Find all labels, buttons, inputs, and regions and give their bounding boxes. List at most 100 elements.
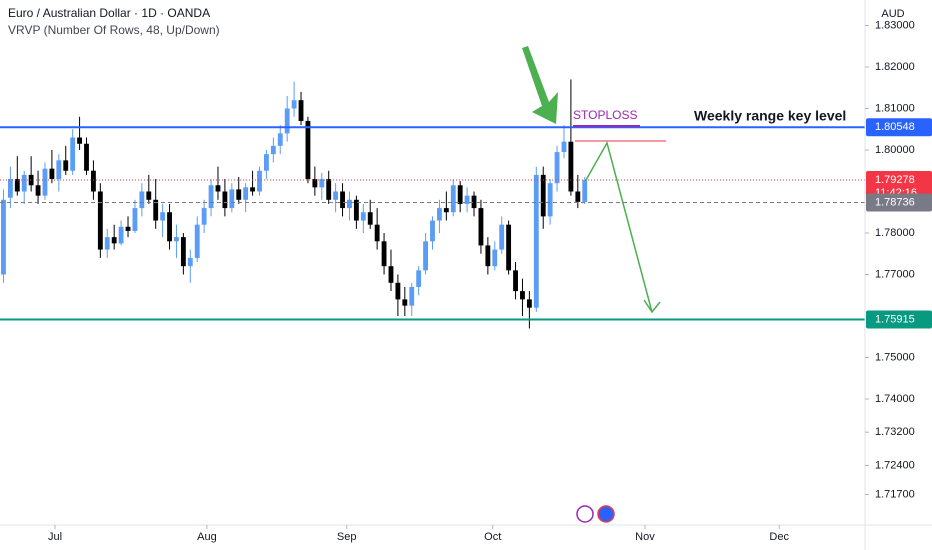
candle-body bbox=[374, 224, 380, 242]
candle-body bbox=[243, 187, 249, 200]
candle-body bbox=[305, 120, 311, 180]
candle-body bbox=[257, 170, 262, 192]
green-arrow-down bbox=[522, 46, 558, 124]
candle-body bbox=[298, 100, 304, 121]
candle-body bbox=[167, 212, 172, 242]
candle-body bbox=[513, 270, 518, 292]
candle-body bbox=[104, 237, 110, 250]
x-tick-label: Aug bbox=[197, 531, 217, 543]
candle-body bbox=[499, 224, 505, 250]
candle-body bbox=[222, 191, 228, 209]
candle-body bbox=[180, 237, 186, 267]
candle-body bbox=[215, 185, 221, 192]
candle-body bbox=[319, 179, 325, 188]
candle-body bbox=[77, 137, 83, 144]
y-tick-label: 1.77000 bbox=[875, 268, 915, 280]
candle-body bbox=[409, 286, 415, 306]
candle-body bbox=[485, 245, 491, 267]
candle-body bbox=[153, 199, 159, 221]
candle-body bbox=[236, 189, 242, 200]
candle-body bbox=[520, 291, 525, 300]
candle-body bbox=[506, 224, 512, 271]
candle-body bbox=[526, 299, 532, 308]
axes: 1.83000 1.82000 1.81000 1.80000 1.78000 1.770… bbox=[48, 19, 932, 543]
x-tick-label: Oct bbox=[484, 531, 501, 543]
candle-body bbox=[63, 160, 69, 171]
price-level-label: 1.75915 bbox=[875, 313, 915, 325]
price-level-badge bbox=[866, 118, 932, 137]
y-tick-label: 1.78000 bbox=[875, 227, 915, 239]
candle-body bbox=[533, 174, 539, 308]
price-level-label: 1.79278 bbox=[875, 174, 915, 186]
y-tick-label: 1.74000 bbox=[875, 393, 915, 405]
price-level-badge bbox=[866, 310, 932, 329]
y-tick-label: 1.83000 bbox=[875, 19, 915, 31]
candle-body bbox=[416, 270, 422, 287]
projection-path bbox=[585, 141, 653, 313]
indicator-label: VRVP (Number Of Rows, 48, Up/Down) bbox=[8, 23, 220, 37]
candle-body bbox=[229, 189, 235, 209]
price-level-badge bbox=[866, 193, 932, 212]
y-tick-label: 1.75000 bbox=[875, 351, 915, 363]
y-tick-label: 1.82000 bbox=[875, 61, 915, 73]
candle-body bbox=[90, 170, 96, 192]
candle-body bbox=[84, 143, 89, 171]
x-tick-label: Dec bbox=[769, 531, 789, 543]
candle-body bbox=[568, 141, 574, 192]
candle-body bbox=[326, 179, 332, 200]
candle-body bbox=[340, 191, 345, 209]
candle-body bbox=[561, 141, 567, 153]
key-level-label: Weekly range key level bbox=[694, 108, 846, 124]
candle-body bbox=[478, 208, 484, 246]
candle-body bbox=[547, 183, 553, 217]
candle-body bbox=[28, 174, 34, 186]
candle-body bbox=[70, 137, 76, 171]
candle-body bbox=[388, 266, 394, 283]
candle-body bbox=[312, 179, 318, 188]
candle-body bbox=[381, 241, 387, 267]
y-tick-label: 1.71700 bbox=[875, 488, 915, 500]
candle-body bbox=[436, 208, 442, 221]
price-level-label: 1.78736 bbox=[875, 196, 915, 208]
candle-body bbox=[277, 133, 283, 146]
candle-body bbox=[575, 191, 581, 202]
candle-body bbox=[208, 185, 214, 209]
candle-body bbox=[146, 191, 152, 200]
plot-area bbox=[0, 79, 865, 329]
candle-body bbox=[443, 208, 449, 213]
candle-body bbox=[367, 212, 373, 225]
candle-body bbox=[160, 212, 166, 221]
candle-body bbox=[111, 237, 117, 244]
candle-body bbox=[582, 179, 588, 202]
candle-body bbox=[360, 212, 366, 221]
candle-body bbox=[430, 220, 435, 242]
candle-body bbox=[464, 195, 470, 204]
candle-body bbox=[132, 208, 138, 231]
y-tick-label: 1.81000 bbox=[875, 102, 915, 114]
event-icon[interactable] bbox=[576, 505, 594, 523]
y-tick-label: 1.73200 bbox=[875, 426, 915, 438]
candle-body bbox=[270, 145, 276, 155]
candle-body bbox=[49, 168, 55, 180]
candle-body bbox=[97, 191, 103, 250]
candle-body bbox=[540, 174, 546, 217]
candle-body bbox=[1, 199, 6, 275]
candle-body bbox=[423, 241, 429, 271]
candle-body bbox=[7, 179, 13, 198]
event-icon[interactable] bbox=[597, 505, 615, 523]
price-level-label: 1.80548 bbox=[875, 121, 915, 133]
x-tick-label: Nov bbox=[635, 531, 655, 543]
candle-body bbox=[284, 108, 290, 134]
candle-body bbox=[14, 179, 20, 192]
candle-body bbox=[333, 191, 339, 200]
y-tick-label: 1.80000 bbox=[875, 144, 915, 156]
candle-body bbox=[174, 237, 179, 242]
candle-body bbox=[395, 282, 401, 300]
candle-body bbox=[554, 152, 560, 184]
chart-title: Euro / Australian Dollar · 1D · OANDA bbox=[8, 6, 210, 20]
candle-body bbox=[402, 299, 408, 306]
candle-body bbox=[450, 185, 456, 213]
candle-body bbox=[347, 199, 352, 209]
